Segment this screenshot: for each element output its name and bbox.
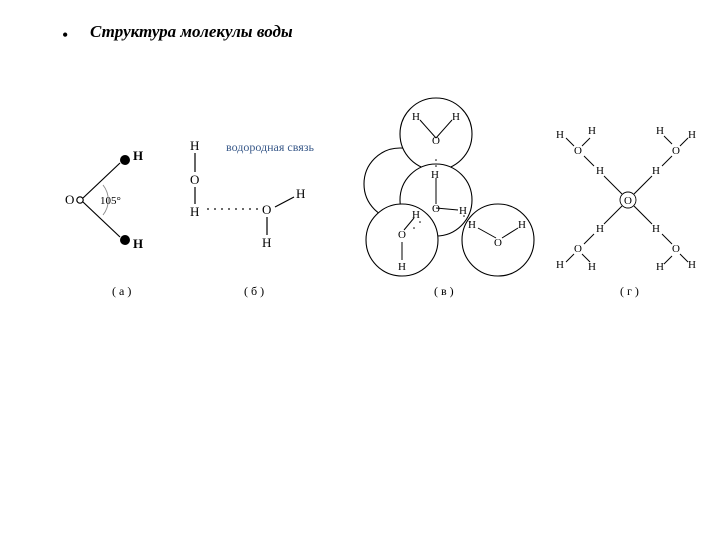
- svg-text:O: O: [574, 145, 582, 157]
- panel-d: O H O H H H O H H H O H H H: [556, 125, 696, 273]
- svg-text:O: O: [574, 243, 582, 255]
- svg-text:O: O: [624, 195, 632, 207]
- label-O: O: [65, 192, 74, 207]
- svg-text:H: H: [596, 223, 604, 235]
- svg-text:O: O: [398, 229, 406, 241]
- svg-text:O: O: [432, 203, 440, 215]
- svg-text:H: H: [518, 219, 526, 231]
- svg-text:H: H: [190, 204, 199, 219]
- panel-a: O H H 105°: [65, 148, 143, 251]
- svg-text:H: H: [688, 259, 696, 271]
- svg-text:H: H: [556, 129, 564, 141]
- svg-text:H: H: [262, 235, 271, 250]
- svg-text:H: H: [190, 138, 199, 153]
- diagram-svg: O H H 105° H O H O H H H H: [0, 0, 720, 540]
- svg-text:H: H: [556, 259, 564, 271]
- svg-text:H: H: [398, 261, 406, 273]
- svg-text:H: H: [468, 219, 476, 231]
- svg-text:H: H: [459, 205, 467, 217]
- hydrogen-bond-label: водородная связь: [226, 140, 314, 155]
- svg-text:O: O: [672, 243, 680, 255]
- caption-b: ( б ): [244, 284, 264, 299]
- svg-text:O: O: [494, 237, 502, 249]
- svg-text:O: O: [672, 145, 680, 157]
- svg-text:H: H: [588, 125, 596, 137]
- svg-text:H: H: [656, 125, 664, 137]
- svg-text:H: H: [588, 261, 596, 273]
- svg-text:H: H: [688, 129, 696, 141]
- label-H: H: [133, 148, 143, 163]
- svg-text:H: H: [452, 111, 460, 123]
- svg-text:H: H: [652, 165, 660, 177]
- panel-c: H H O H H O O H H O H H: [364, 98, 534, 276]
- svg-text:O: O: [262, 202, 271, 217]
- svg-text:O: O: [432, 135, 440, 147]
- svg-text:H: H: [656, 261, 664, 273]
- angle-label: 105°: [100, 195, 121, 207]
- svg-text:H: H: [412, 209, 420, 221]
- caption-d: ( г ): [620, 284, 639, 299]
- svg-text:H: H: [596, 165, 604, 177]
- svg-text:H: H: [412, 111, 420, 123]
- svg-text:H: H: [652, 223, 660, 235]
- svg-text:H: H: [431, 169, 439, 181]
- svg-text:H: H: [296, 186, 305, 201]
- label-H: H: [133, 236, 143, 251]
- svg-text:O: O: [190, 172, 199, 187]
- caption-c: ( в ): [434, 284, 454, 299]
- caption-a: ( а ): [112, 284, 131, 299]
